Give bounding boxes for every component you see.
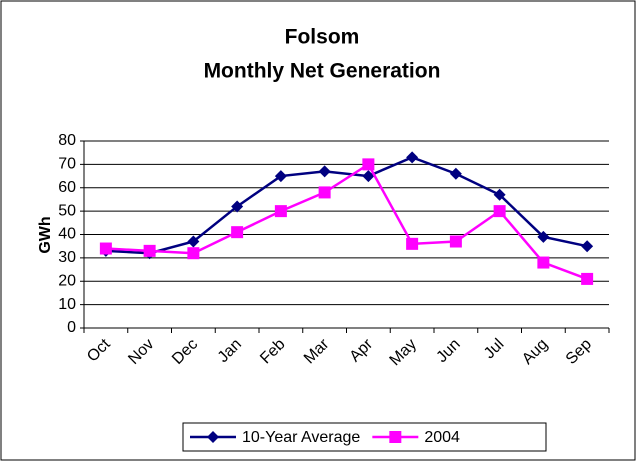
legend-label: 2004: [424, 429, 460, 446]
y-tick-label: 60: [58, 179, 76, 196]
point: [274, 170, 287, 183]
y-tick-label: 20: [58, 272, 76, 289]
point: [493, 188, 506, 201]
point: [318, 186, 331, 199]
legend-box: [182, 422, 547, 452]
point: [231, 226, 244, 239]
point: [99, 242, 112, 255]
point: [537, 230, 550, 243]
chart-title: Folsom: [285, 26, 360, 49]
point: [449, 235, 462, 248]
series-line: [105, 162, 588, 281]
point: [274, 205, 287, 218]
point: [406, 237, 419, 250]
y-tick-label: 0: [67, 319, 76, 336]
y-tick-label: 10: [58, 296, 76, 313]
point: [581, 272, 594, 285]
point: [537, 256, 550, 269]
point: [406, 151, 419, 164]
point: [187, 235, 200, 248]
series-line: [105, 156, 588, 255]
point: [207, 431, 219, 443]
point: [581, 240, 594, 253]
point: [143, 244, 156, 257]
point: [231, 200, 244, 213]
chart-subtitle: Monthly Net Generation: [204, 60, 441, 83]
point: [493, 205, 506, 218]
point: [187, 247, 200, 260]
y-axis-label: GWh: [37, 216, 54, 253]
legend-label: 10-Year Average: [242, 429, 360, 446]
point: [449, 167, 462, 180]
point: [362, 158, 375, 171]
y-tick-label: 40: [58, 226, 76, 243]
point: [389, 431, 402, 443]
y-tick-label: 30: [58, 249, 76, 266]
y-tick-label: 50: [58, 202, 76, 219]
point: [318, 165, 331, 178]
y-tick-label: 70: [58, 156, 76, 173]
point: [362, 170, 375, 183]
y-tick-label: 80: [58, 132, 76, 149]
